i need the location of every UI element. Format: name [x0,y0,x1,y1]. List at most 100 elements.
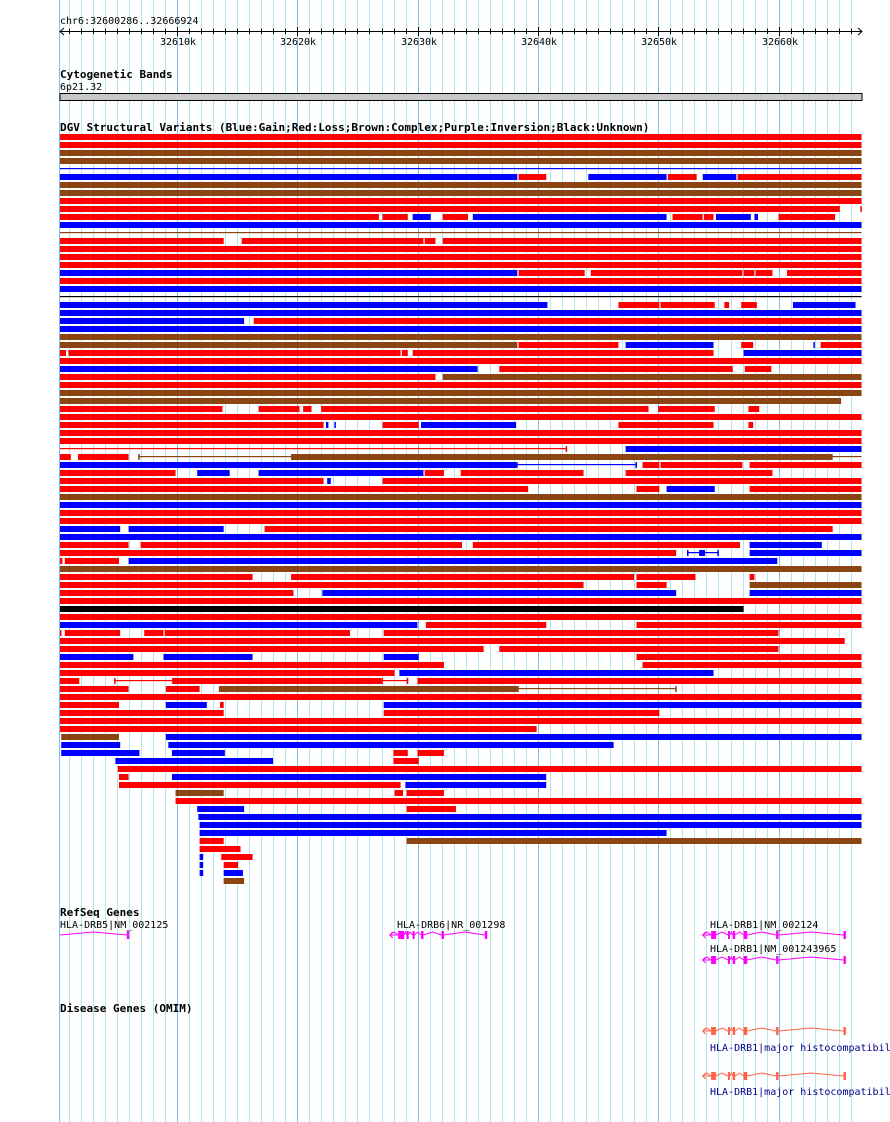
sv-loss[interactable] [253,318,862,324]
sv-gain-connector[interactable] [60,168,862,170]
sv-loss[interactable] [64,558,119,564]
sv-loss[interactable] [636,654,862,660]
sv-loss[interactable] [741,342,754,348]
gene-glyph[interactable] [701,1071,846,1080]
sv-gain[interactable] [412,214,431,220]
omim-gene-label[interactable]: HLA-DRB1|major histocompatibil [710,1087,890,1098]
sv-loss[interactable] [737,174,862,180]
sv-loss[interactable] [175,798,862,804]
sv-loss[interactable] [60,670,395,676]
sv-complex[interactable] [60,398,842,404]
sv-gain[interactable] [258,470,424,476]
sv-loss[interactable] [618,422,714,428]
sv-complex[interactable] [60,158,862,164]
sv-loss[interactable] [749,486,862,492]
sv-gain[interactable] [168,742,614,748]
sv-loss[interactable] [60,590,294,596]
sv-gain[interactable] [60,174,518,180]
sv-loss[interactable] [60,686,129,692]
sv-unknown-connector[interactable] [60,296,862,298]
sv-loss[interactable] [60,478,324,484]
sv-complex[interactable] [60,334,862,340]
sv-gain[interactable] [334,422,336,428]
sv-loss[interactable] [748,406,760,412]
sv-loss[interactable] [636,582,667,588]
sv-loss[interactable] [625,470,773,476]
sv-gain[interactable] [715,214,751,220]
sv-loss[interactable] [60,630,62,636]
sv-complex[interactable] [442,374,862,380]
sv-loss[interactable] [60,582,584,588]
sv-loss[interactable] [199,846,241,852]
sv-loss[interactable] [60,246,862,252]
sv-loss[interactable] [221,854,253,860]
sv-loss[interactable] [60,518,862,524]
sv-loss[interactable] [658,406,715,412]
sv-loss[interactable] [424,470,444,476]
sv-loss[interactable] [518,174,547,180]
sv-loss[interactable] [778,214,836,220]
sv-gain[interactable] [702,174,737,180]
sv-loss[interactable] [518,270,585,276]
sv-loss[interactable] [78,454,129,460]
sv-complex[interactable] [60,150,862,156]
sv-gain[interactable] [197,470,230,476]
sv-loss[interactable] [382,478,862,484]
sv-gain[interactable] [199,862,204,868]
sv-loss[interactable] [118,782,401,788]
sv-gain[interactable] [60,654,134,660]
sv-loss[interactable] [741,302,757,308]
sv-gain[interactable] [322,590,677,596]
sv-loss[interactable] [60,486,529,492]
sv-gain[interactable] [223,870,243,876]
gene-glyph[interactable] [389,930,488,939]
sv-loss[interactable] [724,302,730,308]
sv-gain[interactable] [743,350,862,356]
sv-gain[interactable] [472,214,667,220]
sv-loss[interactable] [164,630,351,636]
sv-complex[interactable] [60,390,862,396]
sv-gain[interactable] [60,534,862,540]
sv-unknown[interactable] [60,606,744,612]
sv-gain[interactable] [60,270,518,276]
gene-glyph[interactable] [701,930,846,939]
sv-loss[interactable] [241,238,424,244]
sv-loss[interactable] [60,662,444,668]
sv-loss[interactable] [60,206,840,212]
cytoband-bar[interactable] [59,93,863,101]
sv-loss[interactable] [383,630,779,636]
sv-gain[interactable] [115,758,274,764]
sv-complex[interactable] [175,790,224,796]
sv-gain[interactable] [325,422,329,428]
sv-gain[interactable] [60,222,862,228]
sv-gain[interactable] [199,830,667,836]
sv-loss[interactable] [499,366,733,372]
sv-loss[interactable] [60,382,862,388]
sv-loss[interactable] [667,174,697,180]
sv-complex[interactable] [60,566,862,572]
sv-gain[interactable] [128,558,778,564]
sv-gain[interactable] [171,774,547,780]
sv-gain[interactable] [198,814,862,820]
sv-gain[interactable] [754,214,759,220]
sv-gain[interactable] [197,806,245,812]
sv-loss[interactable] [786,270,862,276]
sv-loss[interactable] [401,350,408,356]
sv-loss[interactable] [60,550,677,556]
sv-complex-connector[interactable] [60,232,862,234]
sv-loss[interactable] [60,350,67,356]
sv-loss[interactable] [60,454,71,460]
sv-loss[interactable] [118,774,129,780]
sv-loss[interactable] [749,462,862,468]
sv-loss[interactable] [60,470,176,476]
sv-gain[interactable] [405,782,547,788]
sv-loss[interactable] [60,598,862,604]
sv-loss[interactable] [60,726,537,732]
sv-loss[interactable] [860,206,862,212]
sv-loss[interactable] [60,638,845,644]
sv-gain[interactable] [60,326,862,332]
sv-gain[interactable] [60,366,478,372]
sv-loss[interactable] [291,574,635,580]
sv-loss[interactable] [60,278,862,284]
sv-gain[interactable] [792,302,856,308]
